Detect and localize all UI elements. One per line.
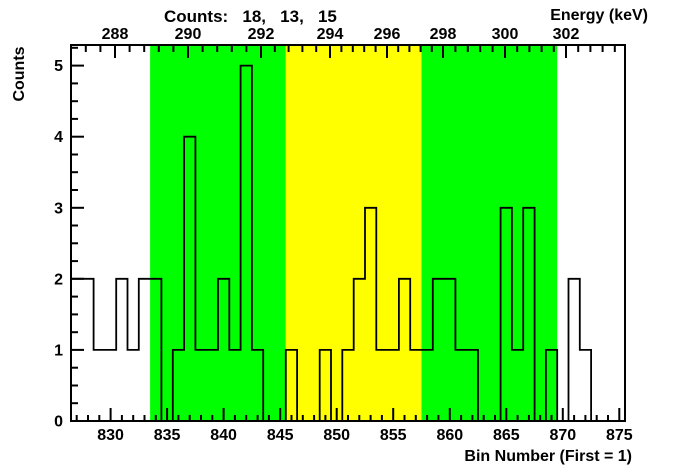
bottom-axis-labels: 830 835 840 845 850 855 860 865 870 875 bbox=[97, 427, 632, 444]
energy-tick-label-288: 288 bbox=[102, 26, 129, 43]
y-tick-label-2: 2 bbox=[54, 271, 63, 288]
energy-tick-label-292: 292 bbox=[248, 26, 275, 43]
chart-title: Counts: 18, 13, 15 bbox=[164, 7, 337, 26]
bottom-axis-title: Bin Number (First = 1) bbox=[464, 448, 632, 465]
y-tick-label-5: 5 bbox=[54, 58, 63, 75]
left-axis-title: Counts bbox=[11, 46, 28, 101]
y-tick-label-1: 1 bbox=[54, 342, 63, 359]
x-tick-label-875: 875 bbox=[606, 427, 633, 444]
x-tick-label-855: 855 bbox=[380, 427, 407, 444]
y-tick-label-4: 4 bbox=[54, 129, 63, 146]
x-tick-label-850: 850 bbox=[323, 427, 350, 444]
highlight-regions bbox=[150, 45, 558, 421]
x-tick-label-840: 840 bbox=[210, 427, 237, 444]
x-tick-label-870: 870 bbox=[549, 427, 576, 444]
left-axis-labels: 0 1 2 3 4 5 bbox=[54, 58, 63, 430]
left-axis-ticks bbox=[71, 46, 84, 422]
y-tick-label-0: 0 bbox=[54, 414, 63, 431]
energy-tick-label-290: 290 bbox=[175, 26, 202, 43]
top-axis-labels: 288 290 292 294 296 298 300 302 bbox=[102, 26, 580, 43]
energy-tick-label-294: 294 bbox=[317, 26, 344, 43]
top-axis-ticks bbox=[84, 45, 616, 58]
x-tick-label-835: 835 bbox=[154, 427, 181, 444]
x-tick-label-860: 860 bbox=[436, 427, 463, 444]
x-tick-label-865: 865 bbox=[493, 427, 520, 444]
energy-tick-label-298: 298 bbox=[430, 26, 457, 43]
region-green-right bbox=[421, 45, 558, 421]
energy-tick-label-296: 296 bbox=[374, 26, 401, 43]
x-tick-label-845: 845 bbox=[267, 427, 294, 444]
bottom-axis-ticks bbox=[75, 408, 621, 421]
x-tick-label-830: 830 bbox=[97, 427, 124, 444]
top-axis-title: Energy (keV) bbox=[550, 7, 648, 24]
energy-tick-label-300: 300 bbox=[492, 26, 519, 43]
energy-tick-label-302: 302 bbox=[553, 26, 580, 43]
region-yellow-center bbox=[285, 45, 422, 421]
region-green-left bbox=[150, 45, 286, 421]
y-tick-label-3: 3 bbox=[54, 200, 63, 217]
